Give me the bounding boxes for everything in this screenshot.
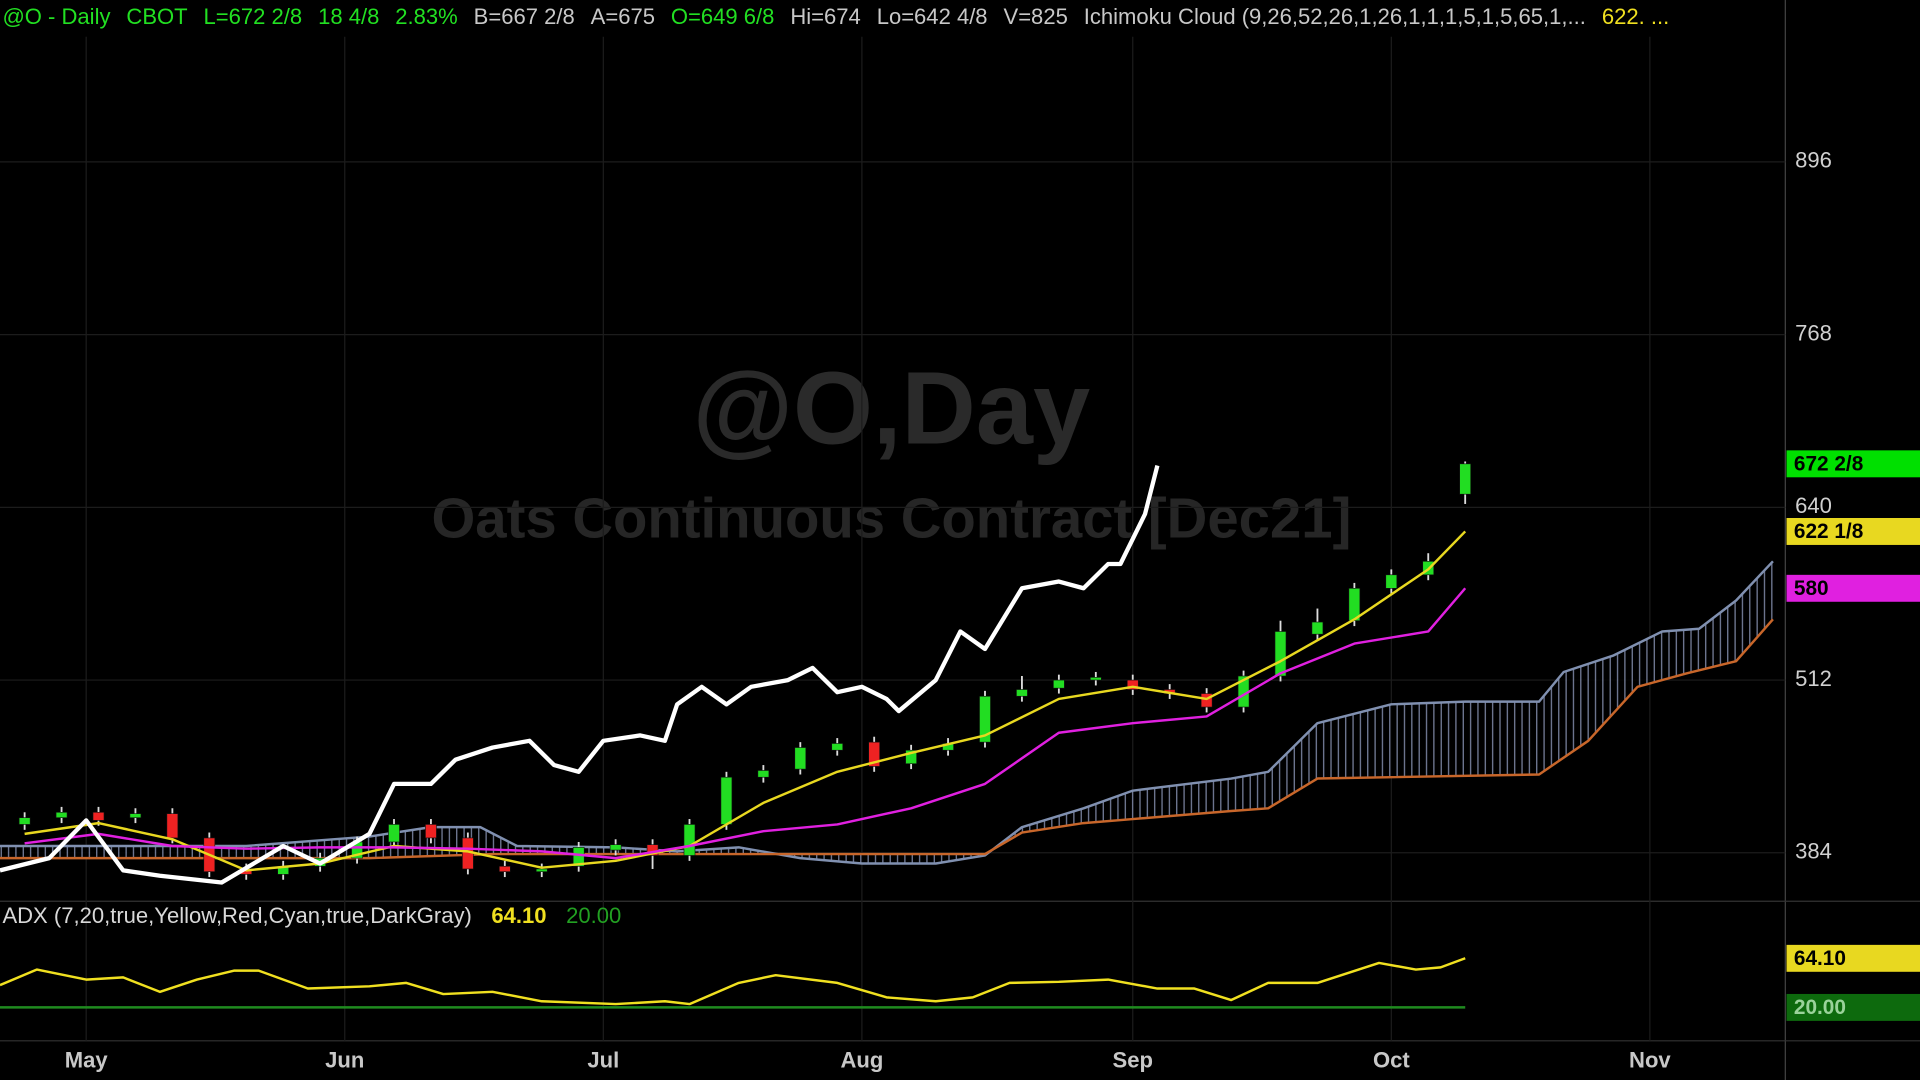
- candle-body: [1385, 574, 1398, 589]
- header-item: O=649 6/8: [671, 4, 775, 29]
- candle-body: [388, 824, 400, 843]
- x-tick-label: Nov: [1629, 1047, 1671, 1072]
- price-tag-label: 64.10: [1794, 947, 1846, 970]
- header-item: Hi=674: [790, 4, 860, 29]
- price-tag: [1786, 944, 1920, 972]
- x-tick-label: Sep: [1113, 1047, 1153, 1072]
- header-item: Ichimoku Cloud (9,26,52,26,1,26,1,1,1,5,…: [1084, 4, 1586, 29]
- candle-body: [1089, 677, 1102, 681]
- adx-line: [0, 957, 1466, 1006]
- price-tag-label: 580: [1794, 577, 1829, 600]
- x-tick-label: Jul: [587, 1047, 619, 1072]
- x-tick-label: Oct: [1373, 1047, 1410, 1072]
- header-item: V=825: [1004, 4, 1068, 29]
- y-tick-label: 896: [1795, 148, 1832, 173]
- candle-body: [979, 695, 991, 743]
- candle-body: [1311, 621, 1324, 635]
- candle-body: [868, 741, 881, 767]
- y-tick-label: 768: [1795, 320, 1832, 345]
- candle-body: [55, 811, 68, 818]
- candle-body: [1459, 463, 1471, 495]
- candle-body: [720, 776, 733, 825]
- candle-body: [1274, 631, 1287, 677]
- header-item: L=672 2/8: [204, 4, 303, 29]
- candle-body: [18, 817, 31, 825]
- y-tick-label: 512: [1795, 666, 1832, 691]
- price-tag: [1786, 450, 1920, 478]
- header-item: 18 4/8: [318, 4, 379, 29]
- chikou-line: [0, 465, 1160, 885]
- watermark: @O,Day: [693, 350, 1091, 465]
- senkou-a-line: [0, 560, 1774, 865]
- tenkan-line: [24, 530, 1467, 872]
- candle-body: [683, 824, 696, 856]
- candle-body: [609, 844, 622, 851]
- header-item: A=675: [591, 4, 655, 29]
- candle-body: [535, 868, 548, 872]
- candle-body: [794, 747, 807, 770]
- price-tag: [1786, 574, 1920, 602]
- candle-body: [92, 811, 105, 821]
- header-item: 622. ...: [1602, 4, 1669, 29]
- price-tag-label: 672 2/8: [1794, 453, 1863, 476]
- price-tag-label: 20.00: [1794, 996, 1846, 1019]
- y-tick-label: 384: [1795, 839, 1832, 864]
- candle-body: [498, 865, 511, 872]
- candle-body: [129, 813, 142, 818]
- header-item: @O - Daily: [2, 4, 110, 29]
- candle-body: [425, 824, 437, 839]
- candle-body: [572, 847, 585, 867]
- header-item: 2.83%: [395, 4, 457, 29]
- price-tag: [1786, 517, 1920, 545]
- watermark-subtitle: Oats Continuous Contract [Dec21]: [431, 487, 1351, 550]
- header-item: B=667 2/8: [474, 4, 575, 29]
- candle-body: [757, 770, 770, 778]
- candle-body: [1016, 689, 1028, 697]
- candle-body: [1200, 693, 1213, 708]
- header-item: CBOT: [126, 4, 187, 29]
- senkou-b-line: [0, 618, 1774, 860]
- header-item: Lo=642 4/8: [877, 4, 988, 29]
- x-tick-label: May: [65, 1047, 109, 1072]
- candle-body: [1126, 679, 1139, 690]
- candle-body: [831, 743, 844, 751]
- indicator-title: ADX (7,20,true,Yellow,Red,Cyan,true,Dark…: [2, 903, 471, 928]
- candle-body: [166, 813, 179, 839]
- cloud: [0, 561, 1773, 864]
- candle-body: [1053, 679, 1065, 689]
- kijun-line: [24, 587, 1467, 860]
- candle-body: [905, 749, 917, 765]
- x-tick-label: Jun: [325, 1047, 364, 1072]
- y-tick-label: 640: [1795, 493, 1832, 518]
- indicator-value: 20.00: [566, 903, 621, 928]
- indicator-value: 64.10: [491, 903, 546, 928]
- x-tick-label: Aug: [840, 1047, 883, 1072]
- price-tag-label: 622 1/8: [1794, 520, 1863, 543]
- price-tag: [1786, 993, 1920, 1021]
